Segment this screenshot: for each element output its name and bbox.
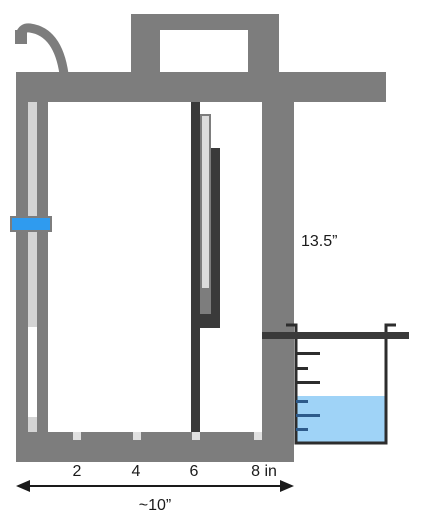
scale-label-4: 4 — [132, 463, 141, 480]
center-divider — [191, 102, 200, 432]
base-tick — [133, 432, 141, 440]
graduation-mark — [296, 381, 320, 384]
center-clamp — [200, 314, 214, 328]
beaker-water — [296, 396, 386, 442]
height-label: 13.5” — [301, 233, 337, 250]
side-rail — [211, 148, 220, 328]
divider-foot — [192, 432, 200, 440]
main-chamber — [48, 102, 262, 432]
graduation-mark — [296, 400, 308, 403]
width-label: ~10” — [139, 497, 171, 514]
spout-tip — [15, 30, 27, 44]
base-tick — [73, 432, 81, 440]
scale-label-8in: 8 in — [251, 463, 277, 480]
scale-label-2: 2 — [73, 463, 82, 480]
graduation-mark — [296, 352, 320, 355]
left-rail-upper — [28, 102, 37, 327]
beaker-outline — [286, 323, 396, 445]
cross-bar — [262, 332, 409, 339]
scale-label-6: 6 — [190, 463, 199, 480]
slider-indicator-fill — [12, 218, 50, 230]
center-guide-slot — [202, 116, 209, 288]
base — [16, 432, 294, 462]
base-tick — [254, 432, 262, 440]
graduation-mark — [296, 428, 308, 431]
left-rail-lower — [28, 327, 37, 417]
double-headed-arrow-icon — [16, 480, 294, 492]
top-box-window — [160, 30, 248, 72]
graduation-mark — [296, 367, 308, 370]
graduation-mark — [296, 414, 320, 417]
right-wall — [262, 100, 294, 462]
left-rail-foot — [28, 417, 37, 432]
top-bar — [16, 72, 386, 102]
